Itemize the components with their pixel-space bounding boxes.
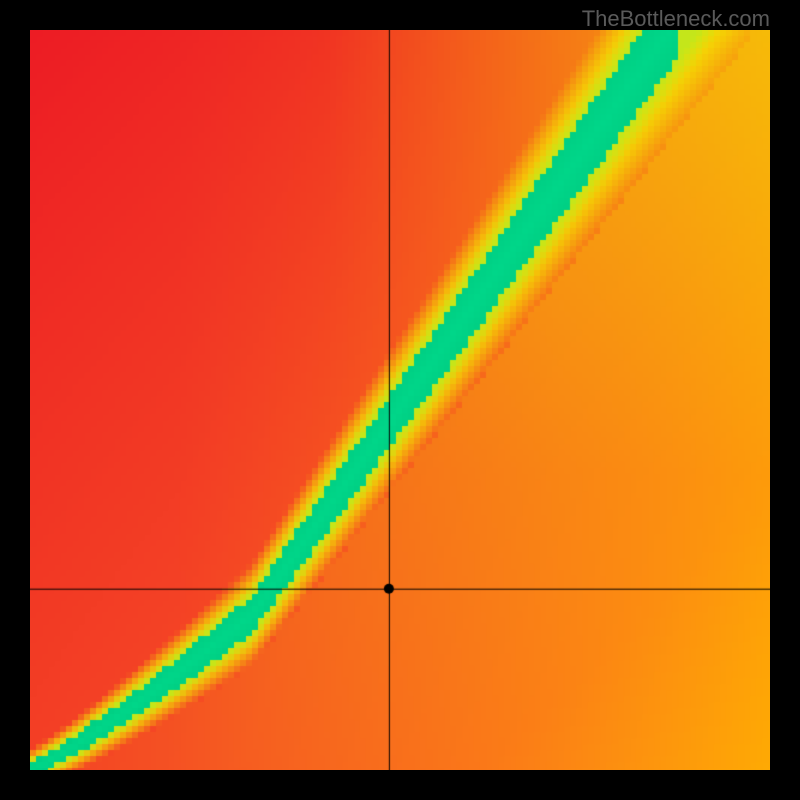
bottleneck-heatmap	[30, 30, 770, 770]
watermark-text: TheBottleneck.com	[582, 6, 770, 32]
heatmap-canvas	[30, 30, 770, 770]
